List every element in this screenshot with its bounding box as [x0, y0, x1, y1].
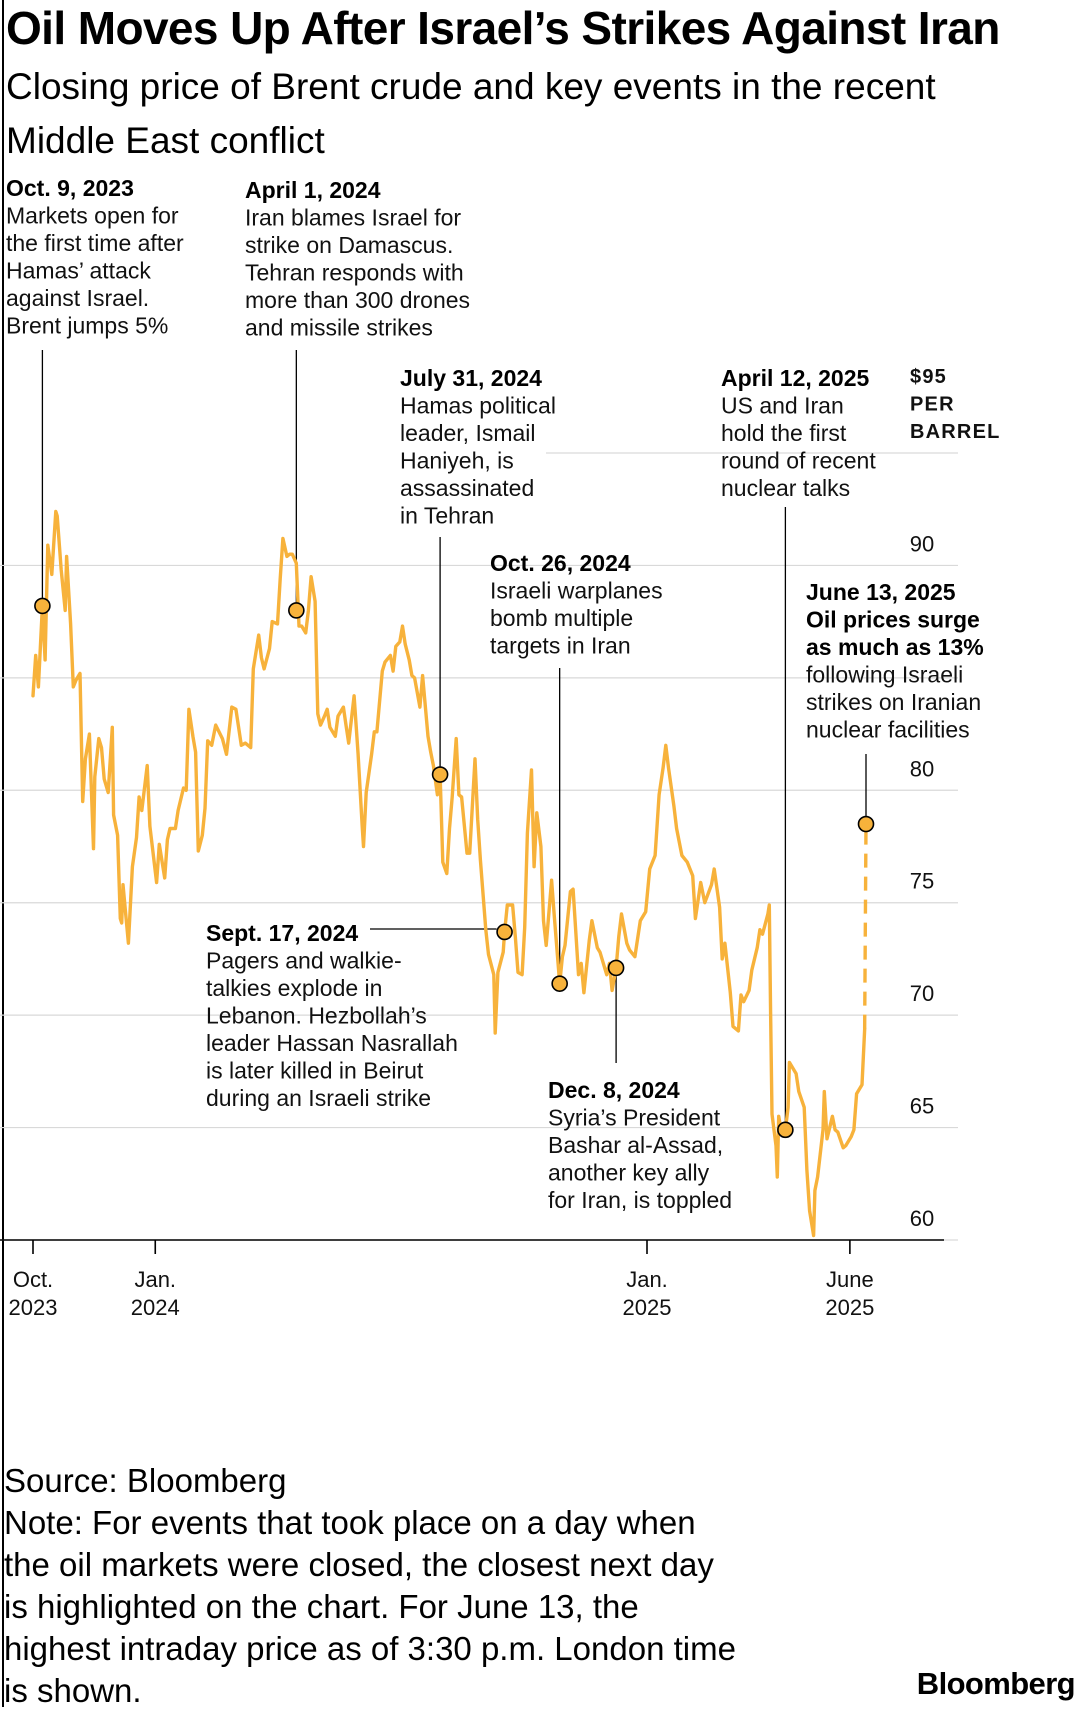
- event-date: Dec. 8, 2024: [548, 1077, 680, 1103]
- event-description: Markets open for: [6, 203, 179, 229]
- y-tick-label: 80: [910, 756, 934, 781]
- event-description: Bashar al-Assad,: [548, 1132, 723, 1158]
- y-unit-label: $95: [910, 366, 947, 388]
- event-description: targets in Iran: [490, 633, 631, 659]
- x-tick-label: 2025: [825, 1295, 874, 1320]
- event-description: hold the first: [721, 420, 847, 446]
- x-tick-label: Oct.: [13, 1267, 53, 1292]
- event-date: June 13, 2025: [806, 579, 956, 605]
- x-tick-label: 2024: [131, 1295, 180, 1320]
- event-description: following Israeli: [806, 662, 963, 688]
- event-description: the first time after: [6, 230, 184, 256]
- event-date: April 1, 2024: [245, 177, 381, 203]
- chart-subtitle: Closing price of Brent crude and key eve…: [6, 66, 936, 161]
- left-frame-line: [2, 0, 4, 1707]
- event-description: Tehran responds with: [245, 260, 464, 286]
- event-description: strike on Damascus.: [245, 232, 453, 258]
- event-description: assassinated: [400, 475, 534, 501]
- x-tick-label: 2025: [623, 1295, 672, 1320]
- source-note: Source: Bloomberg: [4, 1462, 287, 1499]
- event-description: round of recent: [721, 448, 876, 474]
- event-description: during an Israeli strike: [206, 1085, 431, 1111]
- chart-title: Oil Moves Up After Israel’s Strikes Agai…: [6, 2, 1000, 54]
- event-description: Hamas’ attack: [6, 258, 151, 284]
- event-date: Oct. 26, 2024: [490, 550, 631, 576]
- event-marker: [431, 766, 449, 783]
- y-tick-label: 65: [910, 1094, 934, 1119]
- event-marker: [607, 959, 625, 977]
- event-headline: Oil prices surge: [806, 607, 980, 633]
- bloomberg-logo: Bloomberg: [916, 1666, 1076, 1701]
- event-description: Hamas political: [400, 393, 556, 419]
- event-date: Sept. 17, 2024: [206, 920, 358, 946]
- event-date: Oct. 9, 2023: [6, 175, 134, 201]
- annotation-leader-lines: [41, 350, 867, 1122]
- event-markers: [34, 597, 875, 1139]
- event-description: for Iran, is toppled: [548, 1187, 732, 1213]
- event-description: Pagers and walkie-: [206, 948, 402, 974]
- event-description: against Israel.: [6, 285, 149, 311]
- event-description: leader Hassan Nasrallah: [206, 1030, 458, 1056]
- y-tick-label: 90: [910, 531, 934, 556]
- y-unit-label: BARREL: [910, 421, 1001, 443]
- event-description: more than 300 drones: [245, 287, 470, 313]
- event-description: nuclear talks: [721, 475, 850, 501]
- event-description: strikes on Iranian: [806, 689, 981, 715]
- event-date: April 12, 2025: [721, 365, 870, 391]
- event-description: nuclear facilities: [806, 717, 970, 743]
- event-date: July 31, 2024: [400, 365, 542, 391]
- event-description: Iran blames Israel for: [245, 205, 461, 231]
- brent-price-line: [31, 509, 867, 1238]
- event-description: talkies explode in: [206, 975, 382, 1001]
- y-tick-label: 75: [910, 869, 934, 894]
- y-tick-label: 70: [910, 981, 934, 1006]
- event-description: Brent jumps 5%: [6, 313, 168, 339]
- x-tick-label: Jan.: [626, 1267, 668, 1292]
- event-description: Syria’s President: [548, 1105, 721, 1131]
- x-tick-label: 2023: [9, 1295, 58, 1320]
- event-description: and missile strikes: [245, 315, 433, 341]
- event-marker: [288, 602, 305, 619]
- event-description: in Tehran: [400, 503, 494, 529]
- event-marker: [777, 1121, 794, 1139]
- x-tick-label: June: [826, 1267, 874, 1292]
- event-headline: as much as 13%: [806, 634, 984, 660]
- footnote: Note: For events that took place on a da…: [4, 1504, 736, 1709]
- event-description: Haniyeh, is: [400, 448, 514, 474]
- axes: 90 80 75 70 65 60 $95 PER BARREL Oct. 2023 Jan. 2024…: [0, 366, 1001, 1320]
- event-description: another key ally: [548, 1160, 710, 1186]
- y-unit-label: PER: [910, 394, 955, 416]
- event-description: bomb multiple: [490, 605, 633, 631]
- event-marker: [857, 815, 875, 833]
- event-marker: [34, 597, 51, 615]
- event-marker: [496, 923, 513, 941]
- x-tick-label: Jan.: [134, 1267, 176, 1292]
- y-tick-label: 60: [910, 1206, 934, 1231]
- event-description: Israeli warplanes: [490, 578, 663, 604]
- gridline-gap: [540, 446, 546, 460]
- event-marker: [551, 975, 568, 992]
- price-series: [31, 509, 868, 1238]
- intraday-surge-dashed-line: [862, 824, 868, 1029]
- event-description: Lebanon. Hezbollah’s: [206, 1003, 427, 1029]
- event-description: leader, Ismail: [400, 420, 536, 446]
- event-description: is later killed in Beirut: [206, 1058, 424, 1084]
- event-description: US and Iran: [721, 393, 844, 419]
